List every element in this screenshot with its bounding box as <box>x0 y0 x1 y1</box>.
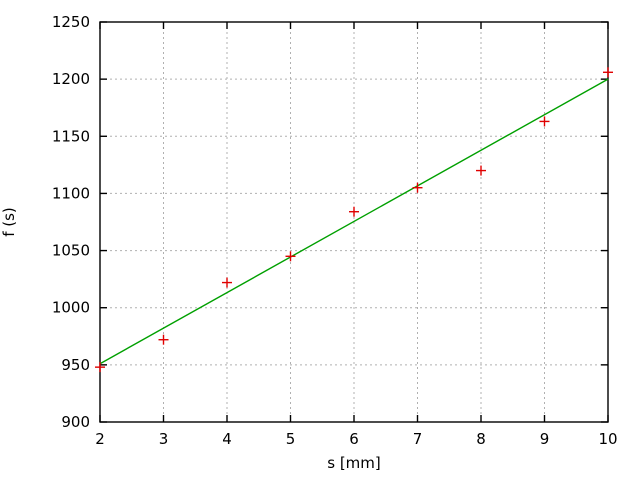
x-tick-label: 4 <box>222 430 232 448</box>
data-point-marker <box>222 277 232 288</box>
x-tick-label: 10 <box>598 430 617 448</box>
y-axis-title: f (s) <box>0 207 18 237</box>
y-axis-tick-labels: 900 950 1000 1050 1100 1150 1200 1250 <box>52 13 90 431</box>
x-tick-label: 8 <box>476 430 486 448</box>
data-point-marker <box>412 182 423 193</box>
x-tick-label: 7 <box>413 430 423 448</box>
x-tick-label: 3 <box>159 430 169 448</box>
data-point-marker <box>539 116 550 127</box>
fit-line <box>99 78 609 365</box>
y-tick-label: 950 <box>61 356 90 374</box>
x-tick-label: 5 <box>286 430 296 448</box>
data-point-marker <box>476 165 486 176</box>
x-axis-tick-labels: 2 3 4 5 6 7 8 9 10 <box>95 430 617 448</box>
fit-line-series <box>99 78 609 365</box>
y-tick-label: 1000 <box>52 299 90 317</box>
data-point-marker <box>603 67 613 78</box>
data-point-series <box>95 67 613 373</box>
x-tick-label: 9 <box>540 430 550 448</box>
x-tick-label: 2 <box>95 430 105 448</box>
x-tick-label: 6 <box>349 430 359 448</box>
data-point-marker <box>158 334 169 345</box>
y-tick-label: 1100 <box>52 184 90 202</box>
data-point-marker <box>349 206 359 217</box>
y-tick-label: 1150 <box>52 127 90 145</box>
x-axis-title: s [mm] <box>327 454 381 472</box>
y-tick-label: 1050 <box>52 242 90 260</box>
tick-marks <box>99 21 609 423</box>
data-point-marker <box>285 251 296 262</box>
y-tick-label: 1250 <box>52 13 90 31</box>
y-tick-label: 900 <box>61 413 90 431</box>
data-point-marker <box>95 362 105 373</box>
y-tick-label: 1200 <box>52 70 90 88</box>
